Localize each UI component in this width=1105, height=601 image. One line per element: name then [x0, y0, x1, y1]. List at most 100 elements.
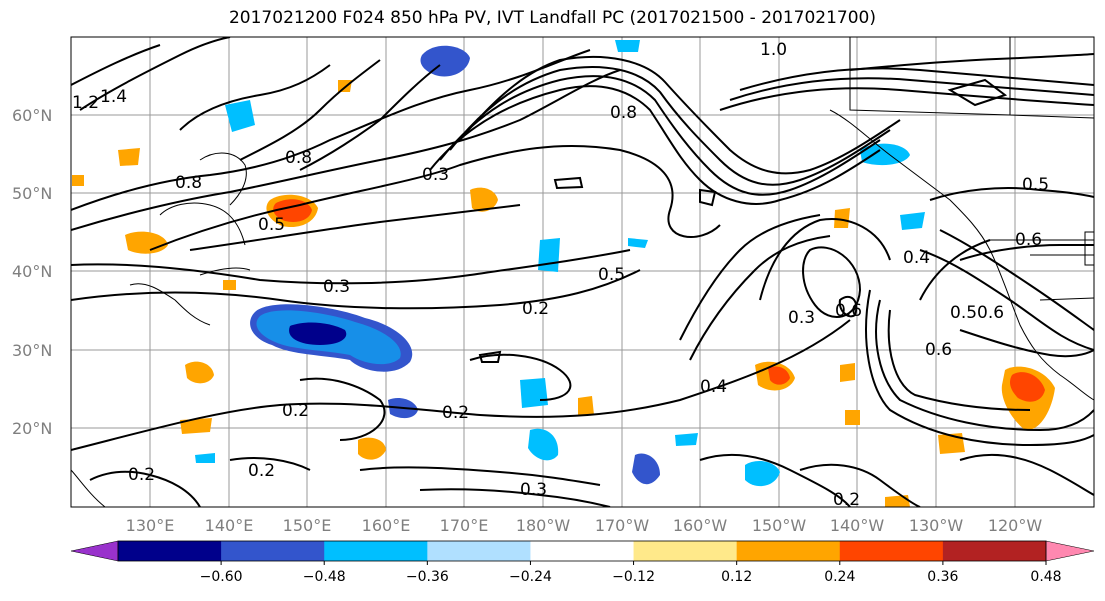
contour-label: 0.5: [1022, 175, 1049, 195]
contour-label: 0.8: [610, 103, 637, 123]
colorbar-tick-label: 0.12: [721, 569, 752, 585]
latitude-labels: 60°N 50°N 40°N 30°N 20°N: [12, 106, 52, 438]
colorbar-tick-label: 0.36: [927, 569, 958, 585]
contour-label: 1.2: [72, 93, 99, 113]
colorbar-tick-label: 0.24: [824, 569, 855, 585]
negative-anomaly-patch: [195, 453, 215, 463]
lon-label: 150°W: [752, 516, 807, 535]
colorbar-tick-label: −0.24: [509, 569, 552, 585]
colorbar-tick-label: −0.60: [200, 569, 243, 585]
positive-anomaly-patch: [1010, 372, 1045, 402]
lat-label-20n: 20°N: [12, 419, 52, 438]
positive-anomaly-patch: [338, 80, 352, 92]
contour-label: 0.6: [925, 340, 952, 360]
colorbar-cell: [221, 541, 325, 561]
contour-label: 0.2: [442, 403, 469, 423]
map-frame: [70, 36, 1095, 508]
contour-label: 0.8: [285, 148, 312, 168]
map-title: 2017021200 F024 850 hPa PV, IVT Landfall…: [228, 8, 876, 28]
lon-label: 180°W: [516, 516, 571, 535]
contour-label: 0.3: [323, 277, 350, 297]
colorbar-cell: [324, 541, 428, 561]
contour-label: 0.3: [520, 480, 547, 500]
lon-label: 170°E: [440, 516, 489, 535]
positive-anomaly-patch: [834, 208, 850, 228]
colorbar-tick-label: 0.48: [1030, 569, 1061, 585]
small-contours: [478, 78, 1008, 363]
positive-anomaly-patch: [72, 175, 84, 186]
contour-label: 1.0: [760, 40, 787, 60]
contour-label: 0.3: [422, 165, 449, 185]
contour-label: 1.4: [100, 87, 127, 107]
pv-contours: [71, 37, 1094, 507]
positive-anomaly-patch: [845, 410, 860, 425]
colorbar-cell: [530, 541, 635, 561]
lon-label: 150°E: [283, 516, 332, 535]
positive-anomaly-patch: [578, 396, 594, 416]
lon-label: 130°E: [126, 516, 175, 535]
negative-anomaly-patch: [289, 322, 347, 345]
negative-anomaly-patch: [675, 433, 698, 446]
negative-anomaly-patch: [615, 40, 640, 52]
colorbar-cell: [839, 541, 944, 561]
positive-anomaly-patch: [223, 280, 236, 290]
contour-label: 0.6: [1015, 230, 1042, 250]
shaded-patches: [72, 40, 1055, 507]
negative-anomaly-patch: [628, 238, 648, 248]
positive-anomaly-patch: [768, 366, 790, 385]
lat-label-40n: 40°N: [12, 262, 52, 281]
contour-label: 0.2: [248, 461, 275, 481]
contour-label: 0.2: [282, 401, 309, 421]
colorbar-extend-right: [1045, 540, 1095, 562]
negative-anomaly-patch: [900, 212, 925, 230]
negative-anomaly-patch: [632, 453, 660, 485]
negative-anomaly-patch: [745, 460, 780, 487]
positive-anomaly-patch: [358, 437, 386, 460]
contour-label: 0.5: [598, 265, 625, 285]
lat-label-30n: 30°N: [12, 341, 52, 360]
colorbar-tick-label: −0.12: [612, 569, 655, 585]
contour-label: 0.6: [977, 303, 1004, 323]
colorbar-cell: [633, 541, 738, 561]
contour-label: 0.4: [700, 377, 727, 397]
colorbar-cell: [118, 541, 222, 561]
positive-anomaly-patch: [180, 418, 212, 434]
colorbar-extend-left: [70, 540, 119, 562]
lat-label-50n: 50°N: [12, 184, 52, 203]
contour-label: 0.2: [833, 490, 860, 510]
contour-labels: 0.2 0.2 0.2 0.2 0.2 0.2 0.3 0.3 0.3 0.3 …: [72, 40, 1049, 510]
negative-anomaly-patch: [520, 378, 548, 408]
contour-label: 0.8: [175, 173, 202, 193]
colorbar-cell: [427, 541, 531, 561]
lon-label: 130°W: [909, 516, 964, 535]
lon-label: 160°E: [362, 516, 411, 535]
contour-label: 0.5: [950, 303, 977, 323]
positive-anomaly-patch: [118, 148, 140, 166]
contour-label: 0.6: [835, 301, 862, 321]
positive-anomaly-patch: [885, 495, 910, 507]
lat-label-60n: 60°N: [12, 106, 52, 125]
lon-label: 140°W: [830, 516, 885, 535]
positive-anomaly-patch: [185, 361, 214, 384]
colorbar-cell: [736, 541, 841, 561]
negative-anomaly-patch: [225, 100, 255, 132]
contour-label: 0.4: [903, 248, 930, 268]
contour-label: 0.3: [788, 308, 815, 328]
colorbar: −0.60 −0.48 −0.36 −0.24 −0.12 0.12 0.24 0.36 0.4…: [70, 540, 1095, 585]
lon-label: 140°E: [205, 516, 254, 535]
negative-anomaly-patch: [538, 238, 560, 272]
positive-anomaly-patch: [470, 187, 498, 212]
contour-label: 0.5: [258, 215, 285, 235]
longitude-labels: 130°E 140°E 150°E 160°E 170°E 180°W 170°…: [126, 516, 1043, 535]
colorbar-tick-label: −0.36: [406, 569, 449, 585]
positive-anomaly-patch: [840, 363, 855, 382]
lon-label: 120°W: [988, 516, 1043, 535]
contour-label: 0.2: [128, 465, 155, 485]
coastlines: [71, 37, 1094, 507]
negative-anomaly-patch: [528, 428, 559, 461]
negative-anomaly-patch: [860, 143, 910, 166]
lon-label: 170°W: [595, 516, 650, 535]
colorbar-tick-label: −0.48: [303, 569, 346, 585]
lon-label: 160°W: [673, 516, 728, 535]
